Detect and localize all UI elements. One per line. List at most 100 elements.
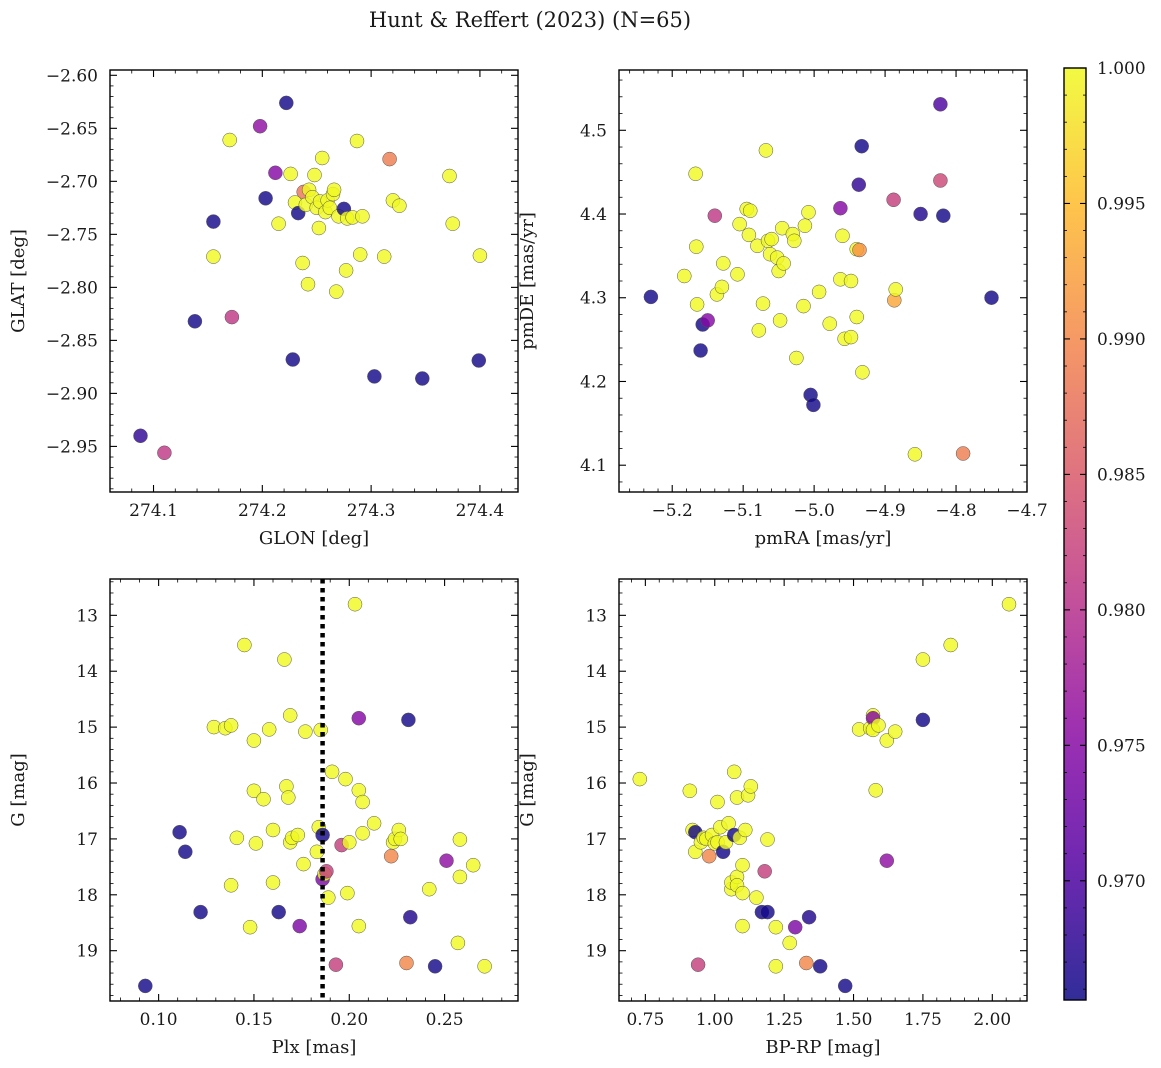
y-axis-label: G [mag] — [517, 753, 538, 826]
y-axis-label: pmDE [mas/yr] — [517, 212, 538, 350]
colorbar-tick-label: 0.995 — [1097, 194, 1146, 214]
scatter-point — [933, 97, 948, 112]
scatter-point — [772, 313, 788, 328]
scatter-point — [298, 724, 313, 739]
colorbar-tick-label: 1.000 — [1097, 59, 1146, 79]
scatter-point — [854, 138, 869, 154]
panel-1: 274.1 274.2 274.3 274.4 −2.60 −2.65 −2.70 −2.75… — [8, 66, 519, 549]
colorbar-gradient — [1064, 68, 1086, 1000]
panel-4: 0.75 1.00 1.25 1.50 1.75 2.00 13 14 15 16 17 18 19 BP… — [517, 578, 1028, 1058]
scatter-point — [261, 722, 277, 737]
colorbar-tick-label: 0.970 — [1097, 872, 1146, 892]
colorbar-tick-label: 0.980 — [1097, 601, 1146, 621]
colorbar-tick-label: 0.990 — [1097, 330, 1146, 350]
scatter-point — [271, 904, 286, 920]
scatter-point — [855, 365, 870, 380]
scatter-point — [735, 918, 750, 934]
scatter-point — [837, 978, 853, 994]
scatter-point — [427, 959, 443, 974]
y-tick-label: 4.5 — [580, 121, 607, 141]
scatter-point — [392, 198, 407, 213]
scatter-point — [279, 95, 294, 111]
scatter-point — [206, 214, 221, 229]
scatter-point — [403, 909, 418, 925]
scatter-point — [677, 268, 692, 284]
scatter-point — [445, 216, 460, 231]
y-tick-label: 14 — [76, 662, 98, 682]
scatter-point — [801, 205, 816, 220]
scatter-point — [797, 218, 813, 233]
y-tick-label: 17 — [585, 830, 607, 850]
scatter-point — [328, 957, 344, 972]
scatter-point — [477, 959, 492, 974]
scatter-point — [296, 856, 311, 872]
scatter-point — [768, 919, 784, 935]
scatter-point — [187, 314, 203, 329]
scatter-point — [741, 227, 757, 243]
scatter-point — [277, 652, 292, 667]
scatter-point — [907, 447, 923, 462]
scatter-point — [915, 712, 931, 728]
scatter-point — [265, 822, 281, 838]
y-tick-label: 15 — [585, 718, 607, 738]
scatter-point — [285, 352, 301, 367]
scatter-point — [307, 167, 322, 183]
y-tick-label: 18 — [76, 886, 98, 906]
scatter-point — [843, 329, 859, 345]
x-tick-label: 1.50 — [835, 1010, 873, 1030]
scatter-point — [700, 313, 715, 328]
scatter-point — [311, 220, 327, 236]
scatter-point — [716, 256, 731, 271]
scatter-point — [689, 297, 705, 312]
scatter-point — [338, 263, 354, 278]
scatter-point — [868, 783, 883, 798]
x-tick-label: 0.15 — [235, 1010, 273, 1030]
panel-3: 0.10 0.15 0.20 0.25 13 14 15 16 17 18 19 Plx [mas] G… — [8, 578, 519, 1058]
scatter-point — [237, 637, 252, 653]
x-axis-label: GLON [deg] — [259, 528, 369, 549]
scatter-point — [223, 878, 239, 893]
x-tick-label: −4.9 — [864, 501, 905, 521]
scatter-point — [768, 959, 784, 974]
scatter-point — [871, 718, 886, 733]
scatter-point — [936, 208, 951, 223]
scatter-point — [787, 233, 802, 249]
scatter-point — [915, 652, 931, 667]
y-tick-label: 14 — [585, 662, 607, 682]
x-tick-label: 274.1 — [129, 501, 178, 521]
x-tick-label: 1.75 — [904, 1010, 942, 1030]
y-tick-label: 13 — [585, 606, 607, 626]
scatter-point — [707, 208, 723, 223]
scatter-point — [138, 978, 153, 994]
scatter-point — [415, 371, 430, 386]
scatter-point — [422, 881, 437, 897]
scatter-point — [887, 724, 903, 739]
scatter-point — [643, 289, 659, 305]
scatter-point — [281, 790, 296, 805]
scatter-point — [229, 830, 245, 846]
y-tick-label: 13 — [76, 606, 98, 626]
x-tick-label: 1.00 — [696, 1010, 734, 1030]
scatter-point — [246, 783, 262, 799]
scatter-point — [351, 710, 367, 726]
scatter-point — [782, 935, 797, 951]
scatter-point — [760, 832, 775, 847]
x-tick-label: 274.2 — [238, 501, 287, 521]
scatter-point — [271, 216, 286, 231]
scatter-point — [452, 869, 468, 885]
scatter-point — [851, 177, 867, 192]
scatter-point — [796, 298, 811, 314]
y-tick-label: −2.95 — [46, 437, 98, 457]
x-tick-label: −5.2 — [652, 501, 693, 521]
data-points — [133, 95, 488, 461]
y-tick-label: 16 — [585, 774, 607, 794]
y-tick-label: −2.60 — [46, 66, 98, 86]
scatter-point — [721, 816, 736, 831]
scatter-point — [835, 228, 850, 244]
scatter-point — [222, 132, 237, 148]
scatter-point — [393, 831, 408, 847]
scatter-point — [224, 309, 240, 325]
scatter-point — [1001, 596, 1017, 612]
scatter-point — [787, 919, 803, 935]
x-tick-label: −5.0 — [793, 501, 834, 521]
